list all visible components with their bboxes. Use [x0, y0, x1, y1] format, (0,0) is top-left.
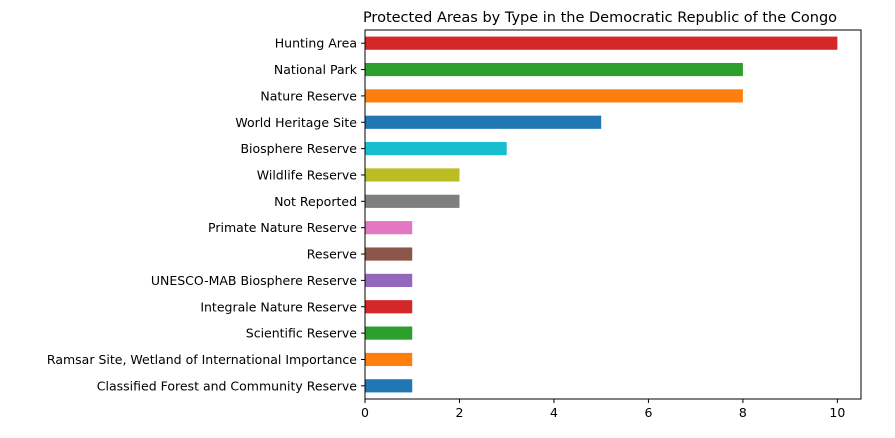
chart-title: Protected Areas by Type in the Democrati…: [363, 10, 837, 26]
bar-unesco-mab-biosphere-reserve: [365, 273, 413, 287]
plot-frame: [364, 29, 862, 400]
bar-not-reported: [365, 194, 460, 208]
bar-world-heritage-site: [365, 115, 602, 129]
y-tick-label: Ramsar Site, Wetland of International Im…: [47, 352, 357, 367]
y-tick-label: Not Reported: [274, 194, 357, 209]
x-tick-label: 4: [550, 405, 558, 420]
y-tick-label: World Heritage Site: [235, 115, 357, 130]
bar-national-park: [365, 62, 743, 77]
bar-scientific-reserve: [365, 326, 413, 340]
y-tick-labels: Hunting Area National Park Nature Reserve W…: [47, 36, 365, 393]
bar-classified-forest-and-community-reserve: [365, 379, 413, 393]
y-tick-label: Integrale Nature Reserve: [200, 299, 357, 314]
bar-nature-reserve: [365, 89, 743, 103]
y-tick-label: Reserve: [307, 247, 358, 262]
bars-group: [365, 36, 838, 393]
bar-ramsar-site-wetland-of-international-importance: [365, 352, 413, 367]
y-tick-label: UNESCO-MAB Biosphere Reserve: [151, 273, 357, 288]
y-tick-label: National Park: [274, 62, 358, 77]
y-tick-label: Hunting Area: [275, 36, 357, 51]
bar-hunting-area: [365, 36, 838, 50]
x-axis-ticks: 0 2 4 6 8 10: [361, 399, 845, 420]
y-tick-label: Scientific Reserve: [246, 326, 358, 341]
x-tick-label: 0: [361, 405, 369, 420]
x-tick-label: 2: [455, 405, 463, 420]
y-tick-label: Classified Forest and Community Reserve: [97, 378, 358, 393]
bar-wildlife-reserve: [365, 168, 460, 182]
bar-reserve: [365, 247, 413, 261]
x-tick-label: 8: [739, 405, 747, 420]
y-tick-label: Nature Reserve: [260, 88, 357, 103]
x-tick-label: 10: [829, 405, 845, 420]
y-tick-label: Biosphere Reserve: [240, 141, 357, 156]
bar-biosphere-reserve: [365, 142, 507, 156]
y-tick-label: Wildlife Reserve: [257, 167, 358, 182]
bar-primate-nature-reserve: [365, 221, 413, 235]
x-tick-label: 6: [644, 405, 652, 420]
y-tick-label: Primate Nature Reserve: [208, 220, 357, 235]
bar-integrale-nature-reserve: [365, 300, 413, 314]
